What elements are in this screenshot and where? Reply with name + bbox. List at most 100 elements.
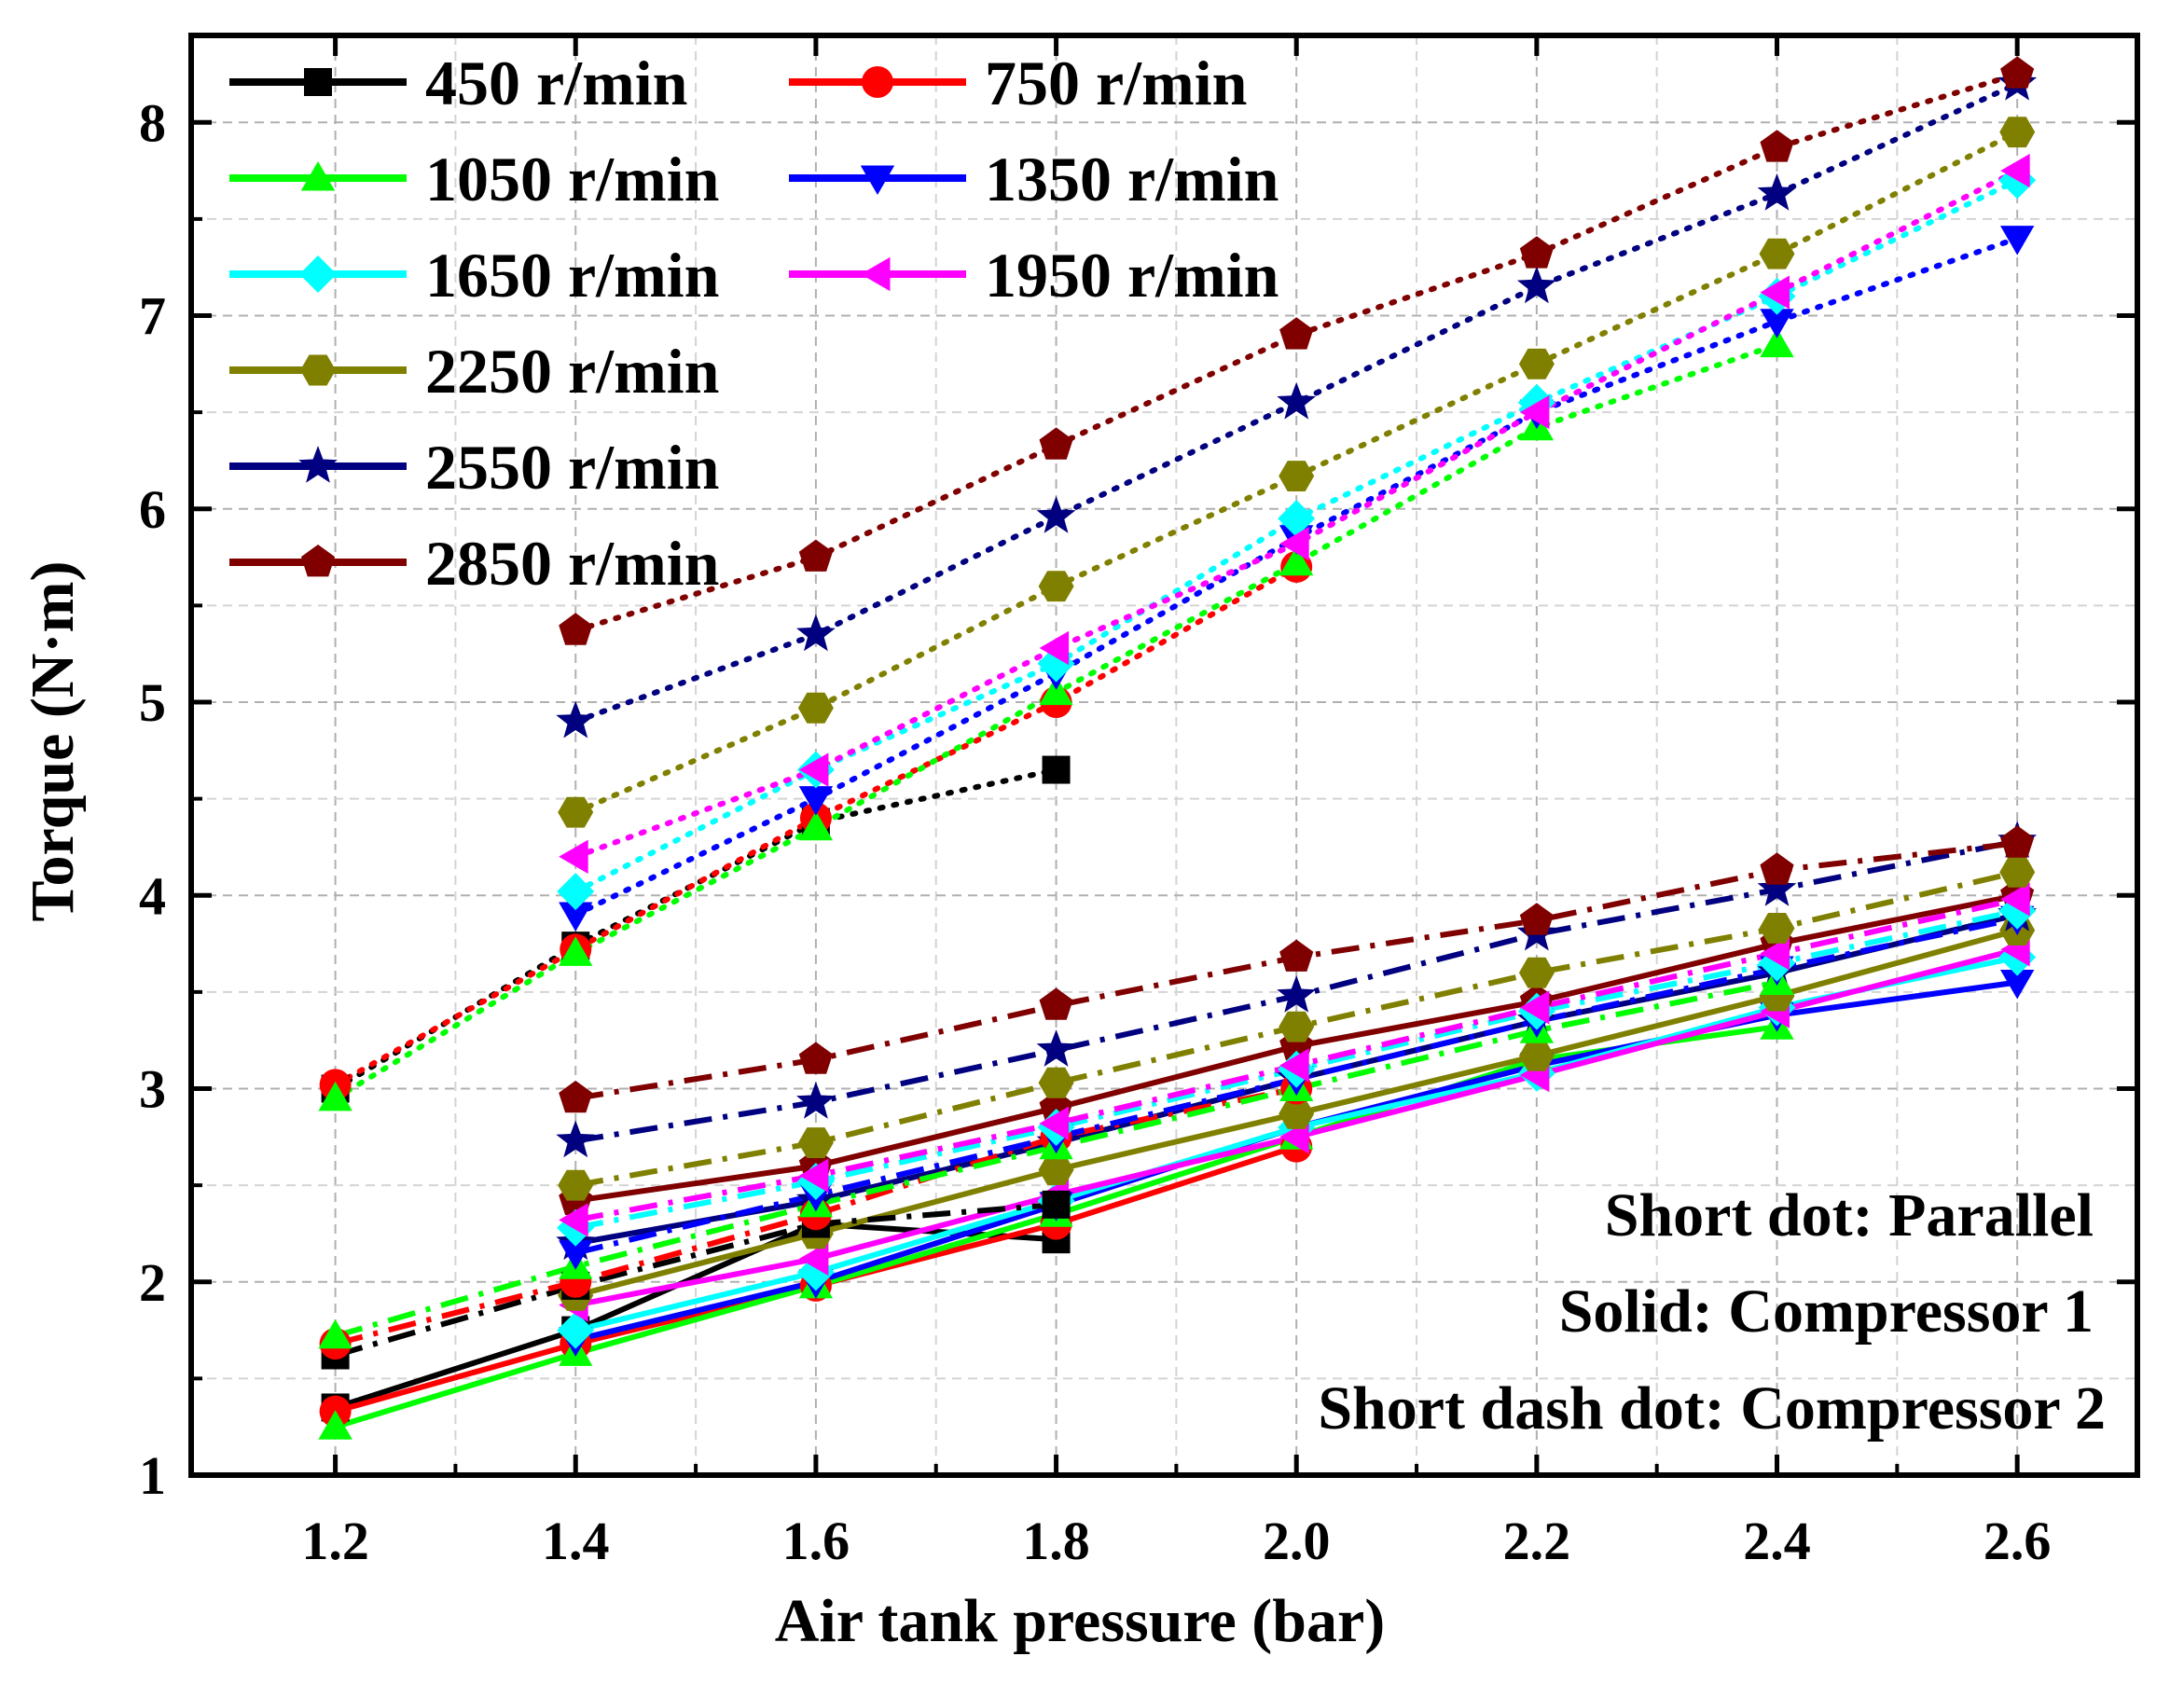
data-point-1050-parallel (318, 1081, 352, 1111)
legend-marker (300, 545, 336, 577)
legend-marker (861, 256, 891, 292)
data-point-1950-compressor2 (559, 1203, 588, 1237)
data-point-2250-compressor2 (1279, 1011, 1315, 1042)
data-point-1950-compressor2 (1039, 1106, 1070, 1140)
x-tick-label: 1.8 (1022, 1511, 1090, 1571)
annotation-compressor-2: Short dash dot: Compressor 2 (1318, 1374, 2106, 1442)
data-point-1350-parallel (798, 786, 834, 816)
data-point-2250-compressor2 (1999, 856, 2036, 888)
y-tick-label: 2 (139, 1252, 166, 1313)
data-point-2250-compressor2 (1518, 957, 1555, 988)
y-tick-label: 5 (139, 672, 166, 733)
data-point-2250-parallel (1279, 461, 1315, 491)
legend-marker (860, 165, 895, 195)
data-point-1650-compressor1 (557, 1311, 595, 1349)
legend-label: 750 r/min (985, 48, 1247, 118)
data-point-2250-parallel (1038, 571, 1074, 602)
x-tick-label: 2.4 (1743, 1511, 1811, 1571)
data-point-1950-parallel (1519, 394, 1550, 430)
data-point-2550-parallel (796, 614, 836, 652)
data-point-1950-parallel (1039, 630, 1070, 666)
data-point-1950-parallel (1760, 275, 1790, 310)
data-point-1950-parallel (1279, 526, 1309, 561)
data-point-1050-parallel (1760, 327, 1794, 358)
legend-marker (300, 354, 336, 386)
legend-label: 1650 r/min (425, 240, 719, 311)
y-tick-label: 1 (139, 1445, 166, 1506)
x-tick-label: 2.2 (1503, 1511, 1571, 1571)
legend-label: 1950 r/min (985, 240, 1279, 311)
legend-marker (304, 68, 332, 96)
y-tick-label: 7 (139, 286, 166, 347)
ticks-layer: 1.2 1.4 1.6 1.8 2.0 2.2 2.4 2.6 1 2 3 4 5 6 7 8 (139, 35, 2137, 1571)
legend-label: 2850 r/min (425, 528, 719, 599)
data-point-2850-parallel (798, 539, 833, 572)
legend-label: 2250 r/min (425, 336, 719, 407)
data-point-2850-compressor2 (798, 1042, 833, 1074)
data-point-1950-parallel (559, 839, 588, 874)
data-point-1050-parallel (559, 936, 593, 966)
legend-label: 1050 r/min (425, 144, 719, 214)
data-point-2850-parallel (2000, 56, 2035, 89)
x-tick-label: 1.4 (542, 1511, 610, 1571)
data-point-2550-compressor2 (796, 1082, 836, 1119)
data-point-2250-parallel (797, 692, 834, 724)
data-point-1650-parallel (1278, 500, 1316, 538)
data-point-2850-parallel (559, 613, 593, 645)
legend-marker (862, 66, 893, 98)
data-point-2250-parallel (1518, 348, 1555, 380)
legend-marker (299, 255, 337, 293)
data-point-1350-compressor2 (559, 1240, 593, 1270)
data-point-2550-compressor2 (1757, 869, 1797, 906)
data-point-2550-compressor2 (1277, 975, 1317, 1013)
data-point-1350-parallel (2000, 226, 2035, 255)
data-point-1950-compressor1 (798, 1241, 829, 1277)
data-point-1950-compressor2 (1760, 936, 1790, 971)
data-point-2250-compressor2 (797, 1127, 834, 1158)
plot-frame (188, 33, 2140, 1478)
x-tick-label: 1.2 (301, 1511, 369, 1571)
series-line-450-compressor2 (334, 1201, 1057, 1359)
x-tick-label: 1.6 (782, 1511, 850, 1571)
data-point-2850-compressor2 (1039, 987, 1073, 1020)
data-point-2550-compressor2 (1036, 1029, 1076, 1067)
data-point-1950-parallel (2000, 153, 2030, 188)
data-point-1950-compressor2 (2000, 882, 2030, 917)
legend-label: 2550 r/min (425, 432, 719, 503)
data-point-2550-compressor2 (556, 1120, 596, 1158)
data-point-2550-parallel (1277, 381, 1317, 420)
y-tick-label: 8 (139, 92, 166, 153)
data-point-2250-compressor2 (558, 1169, 594, 1201)
legend-marker (300, 161, 336, 191)
data-point-2850-compressor2 (559, 1080, 593, 1113)
x-tick-label: 2.0 (1263, 1511, 1331, 1571)
data-point-2250-compressor2 (1759, 913, 1795, 944)
data-point-1050-parallel (1039, 675, 1073, 706)
data-point-2850-parallel (1760, 130, 1794, 162)
data-point-2250-compressor1 (1279, 1098, 1315, 1129)
data-point-1650-compressor2 (1758, 944, 1796, 982)
legend-marker (298, 446, 338, 483)
annotation-parallel: Short dot: Parallel (1605, 1181, 2094, 1249)
y-tick-label: 6 (139, 479, 166, 540)
data-point-2850-compressor2 (1279, 939, 1314, 972)
data-point-1050-parallel (798, 810, 834, 841)
data-point-2850-parallel (1519, 236, 1554, 269)
data-point-2250-parallel (558, 796, 594, 828)
data-point-2250-compressor2 (1038, 1067, 1074, 1098)
markers-layer (318, 56, 2038, 1440)
annotation-compressor-1: Solid: Compressor 1 (1559, 1277, 2094, 1346)
data-point-2550-parallel (556, 700, 596, 738)
data-point-2550-parallel (1036, 496, 1076, 533)
data-point-1950-compressor2 (1519, 990, 1550, 1025)
y-tick-label: 3 (139, 1059, 166, 1120)
data-point-2250-compressor1 (1518, 1040, 1555, 1071)
data-point-1050-parallel (1279, 545, 1314, 576)
data-point-2850-compressor2 (2000, 825, 2035, 858)
data-point-1950-compressor2 (798, 1158, 829, 1193)
data-point-2250-parallel (1999, 117, 2036, 148)
data-point-1050-compressor1 (318, 1410, 352, 1440)
legend-label: 1350 r/min (985, 144, 1279, 214)
data-point-2250-compressor1 (1038, 1154, 1074, 1185)
